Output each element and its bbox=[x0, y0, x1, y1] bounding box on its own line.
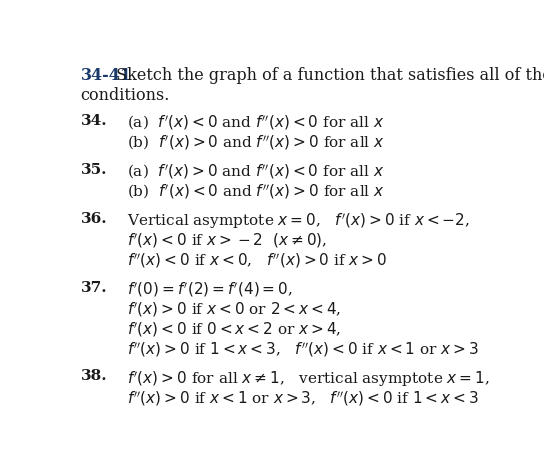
Text: $f'(x) > 0$ for all $x \ne 1$,   vertical asymptote $x = 1$,: $f'(x) > 0$ for all $x \ne 1$, vertical … bbox=[127, 369, 490, 389]
Text: 36.: 36. bbox=[81, 212, 107, 226]
Text: 37.: 37. bbox=[81, 281, 107, 294]
Text: (b)  $f'(x) > 0$ and $f''(x) > 0$ for all $x$: (b) $f'(x) > 0$ and $f''(x) > 0$ for all… bbox=[127, 134, 385, 152]
Text: $f''(x) > 0$ if $1 < x < 3$,   $f''(x) < 0$ if $x < 1$ or $x > 3$: $f''(x) > 0$ if $1 < x < 3$, $f''(x) < 0… bbox=[127, 340, 479, 359]
Text: $f''(x) > 0$ if $x < 1$ or $x > 3$,   $f''(x) < 0$ if $1 < x < 3$: $f''(x) > 0$ if $x < 1$ or $x > 3$, $f''… bbox=[127, 389, 479, 408]
Text: 34-41: 34-41 bbox=[81, 67, 132, 84]
Text: $f'(x) > 0$ if $x < 0$ or $2 < x < 4$,: $f'(x) > 0$ if $x < 0$ or $2 < x < 4$, bbox=[127, 300, 341, 319]
Text: $f''(x) < 0$ if $x < 0$,   $f''(x) > 0$ if $x > 0$: $f''(x) < 0$ if $x < 0$, $f''(x) > 0$ if… bbox=[127, 252, 387, 270]
Text: (a)  $f'(x) > 0$ and $f''(x) < 0$ for all $x$: (a) $f'(x) > 0$ and $f''(x) < 0$ for all… bbox=[127, 163, 384, 182]
Text: (a)  $f'(x) < 0$ and $f''(x) < 0$ for all $x$: (a) $f'(x) < 0$ and $f''(x) < 0$ for all… bbox=[127, 114, 384, 132]
Text: $f'(x) < 0$ if $0 < x < 2$ or $x > 4$,: $f'(x) < 0$ if $0 < x < 2$ or $x > 4$, bbox=[127, 320, 341, 339]
Text: 35.: 35. bbox=[81, 163, 107, 177]
Text: $f'(0) = f'(2) = f'(4) = 0$,: $f'(0) = f'(2) = f'(4) = 0$, bbox=[127, 281, 293, 299]
Text: (b)  $f'(x) < 0$ and $f''(x) > 0$ for all $x$: (b) $f'(x) < 0$ and $f''(x) > 0$ for all… bbox=[127, 183, 385, 201]
Text: 34.: 34. bbox=[81, 114, 107, 128]
Text: 38.: 38. bbox=[81, 369, 107, 384]
Text: conditions.: conditions. bbox=[81, 87, 170, 104]
Text: Vertical asymptote $x = 0$,   $f'(x) > 0$ if $x < -2$,: Vertical asymptote $x = 0$, $f'(x) > 0$ … bbox=[127, 212, 470, 231]
Text: $f'(x) < 0$ if $x > -2$  $(x \ne 0)$,: $f'(x) < 0$ if $x > -2$ $(x \ne 0)$, bbox=[127, 232, 327, 250]
Text: Sketch the graph of a function that satisfies all of the given: Sketch the graph of a function that sati… bbox=[112, 67, 544, 84]
